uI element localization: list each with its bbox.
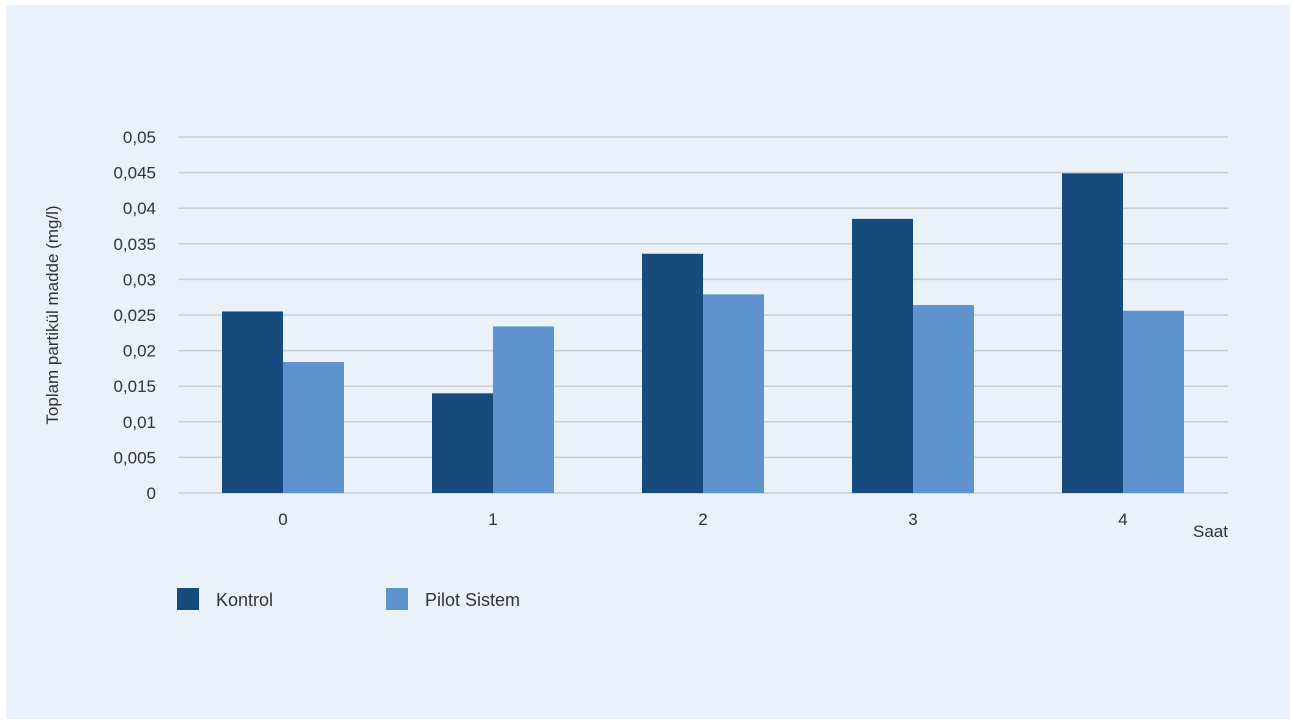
y-tick-labels: 0 0,005 0,01 0,015 0,02 0,025 0,03 0,035 0,04 0,0…	[113, 128, 156, 503]
x-axis-title: Saat	[1193, 522, 1228, 541]
bar-kontrol-2	[642, 253, 703, 493]
x-tick-label: 0	[278, 510, 287, 529]
legend-swatch-pilot-sistem	[386, 588, 408, 610]
bar-kontrol-3	[852, 218, 913, 493]
x-tick-label: 2	[698, 510, 707, 529]
bar-pilot-sistem-1	[493, 326, 554, 493]
bars	[222, 173, 1184, 493]
y-tick-label: 0,05	[123, 128, 156, 147]
y-tick-label: 0,04	[123, 199, 156, 218]
x-tick-label: 1	[488, 510, 497, 529]
bar-pilot-sistem-2	[703, 294, 764, 493]
x-tick-labels: 0 1 2 3 4	[278, 510, 1127, 529]
y-tick-label: 0,025	[113, 306, 156, 325]
x-tick-label: 3	[908, 510, 917, 529]
y-tick-label: 0,02	[123, 342, 156, 361]
legend: Kontrol Pilot Sistem	[177, 588, 520, 610]
y-tick-label: 0,01	[123, 413, 156, 432]
y-tick-label: 0,035	[113, 235, 156, 254]
bar-pilot-sistem-0	[283, 361, 344, 493]
y-tick-label: 0,015	[113, 377, 156, 396]
legend-swatch-kontrol	[177, 588, 199, 610]
y-axis-title: Toplam partikül madde (mg/l)	[43, 205, 62, 424]
y-tick-label: 0,045	[113, 164, 156, 183]
x-tick-label: 4	[1118, 510, 1127, 529]
bar-pilot-sistem-3	[913, 305, 974, 493]
chart-panel: 0 0,005 0,01 0,015 0,02 0,025 0,03 0,035 0,04 0,0…	[6, 5, 1290, 719]
bar-kontrol-4	[1062, 173, 1123, 493]
bar-chart: 0 0,005 0,01 0,015 0,02 0,025 0,03 0,035 0,04 0,0…	[43, 128, 1228, 610]
legend-label: Kontrol	[216, 590, 273, 610]
bar-kontrol-1	[432, 393, 493, 493]
bar-pilot-sistem-4	[1123, 310, 1184, 493]
bar-kontrol-0	[222, 311, 283, 493]
y-tick-label: 0,03	[123, 270, 156, 289]
legend-label: Pilot Sistem	[425, 590, 520, 610]
y-tick-label: 0,005	[113, 448, 156, 467]
y-tick-label: 0	[147, 484, 156, 503]
